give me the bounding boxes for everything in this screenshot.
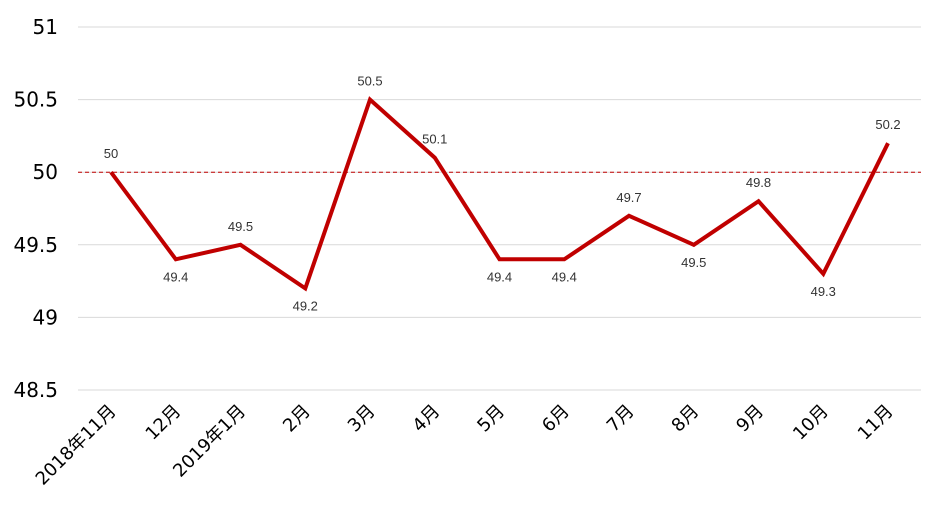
data-label: 49.4 <box>163 269 188 284</box>
x-tick-label: 6月 <box>538 401 574 437</box>
series-group <box>109 96 890 292</box>
y-tick-label: 50.5 <box>13 88 58 112</box>
data-label: 49.3 <box>811 284 836 299</box>
x-tick-label: 2018年11月 <box>32 401 121 490</box>
x-tick-label: 3月 <box>344 401 380 437</box>
x-tick-label: 4月 <box>409 401 445 437</box>
x-tick-label: 2月 <box>279 401 315 437</box>
y-tick-label: 50 <box>33 160 58 184</box>
data-label: 49.5 <box>228 219 253 234</box>
y-tick-label: 51 <box>33 15 58 39</box>
data-label: 50.5 <box>357 74 382 89</box>
y-tick-label: 49.5 <box>13 233 58 257</box>
data-label: 49.4 <box>487 269 512 284</box>
data-labels: 50 49.4 49.5 49.2 50.5 50.1 49.4 49.4 49.7 49.5 49… <box>104 74 901 314</box>
data-label: 49.7 <box>616 190 641 205</box>
data-label: 49.5 <box>681 255 706 270</box>
y-tick-label: 49 <box>33 305 58 329</box>
x-tick-label: 8月 <box>668 401 704 437</box>
data-label: 50.1 <box>422 132 447 147</box>
data-label: 50 <box>104 146 118 161</box>
x-tick-label: 12月 <box>142 401 186 445</box>
series-line <box>109 96 890 292</box>
grid-lines <box>78 26 921 391</box>
data-label: 49.8 <box>746 175 771 190</box>
data-label: 49.4 <box>552 269 577 284</box>
x-tick-label: 11月 <box>854 401 898 445</box>
x-tick-label: 10月 <box>789 401 833 445</box>
data-label: 50.2 <box>875 117 900 132</box>
x-tick-label: 7月 <box>603 401 639 437</box>
x-tick-label: 9月 <box>732 401 768 437</box>
data-label: 49.2 <box>293 298 318 313</box>
x-tick-label: 5月 <box>473 401 509 437</box>
y-axis: 48.5 49 49.5 50 50.5 51 <box>13 15 58 402</box>
y-tick-label: 48.5 <box>13 378 58 402</box>
